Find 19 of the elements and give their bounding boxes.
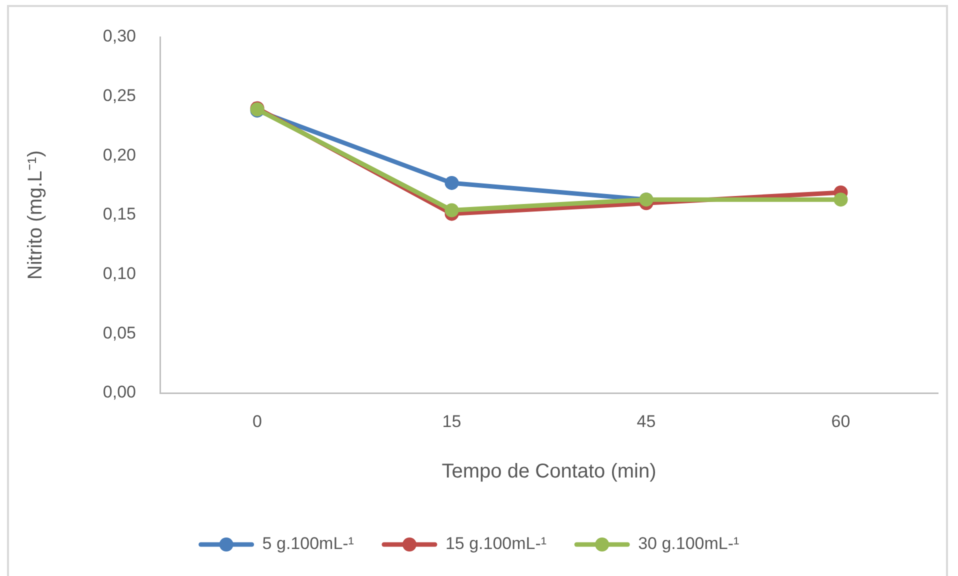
legend-label: 15 g.100mL-¹ — [445, 534, 547, 554]
point — [834, 192, 848, 207]
x-tick-label: 15 — [442, 412, 462, 431]
legend-label: 5 g.100mL-¹ — [262, 534, 354, 554]
x-tick-label: 0 — [252, 412, 262, 431]
y-tick-label: 0,20 — [102, 145, 136, 164]
point — [444, 176, 459, 190]
y-tick-label: 0,00 — [102, 382, 136, 402]
x-axis-title: Tempo de Contato (min) — [442, 460, 656, 483]
y-axis-title: Nitrito (mg.L⁻¹) — [24, 150, 47, 280]
y-tick-label: 0,25 — [102, 86, 136, 106]
y-tick-label: 0,10 — [102, 264, 136, 284]
legend-label: 30 g.100mL-¹ — [638, 534, 740, 554]
y-tick-label: 0,15 — [102, 204, 136, 224]
x-tick-label: 45 — [636, 412, 656, 431]
x-tick-label: 60 — [831, 412, 850, 431]
y-tick-label: 0,30 — [102, 26, 136, 46]
point — [444, 203, 459, 218]
y-tick-label: 0,05 — [102, 323, 136, 342]
